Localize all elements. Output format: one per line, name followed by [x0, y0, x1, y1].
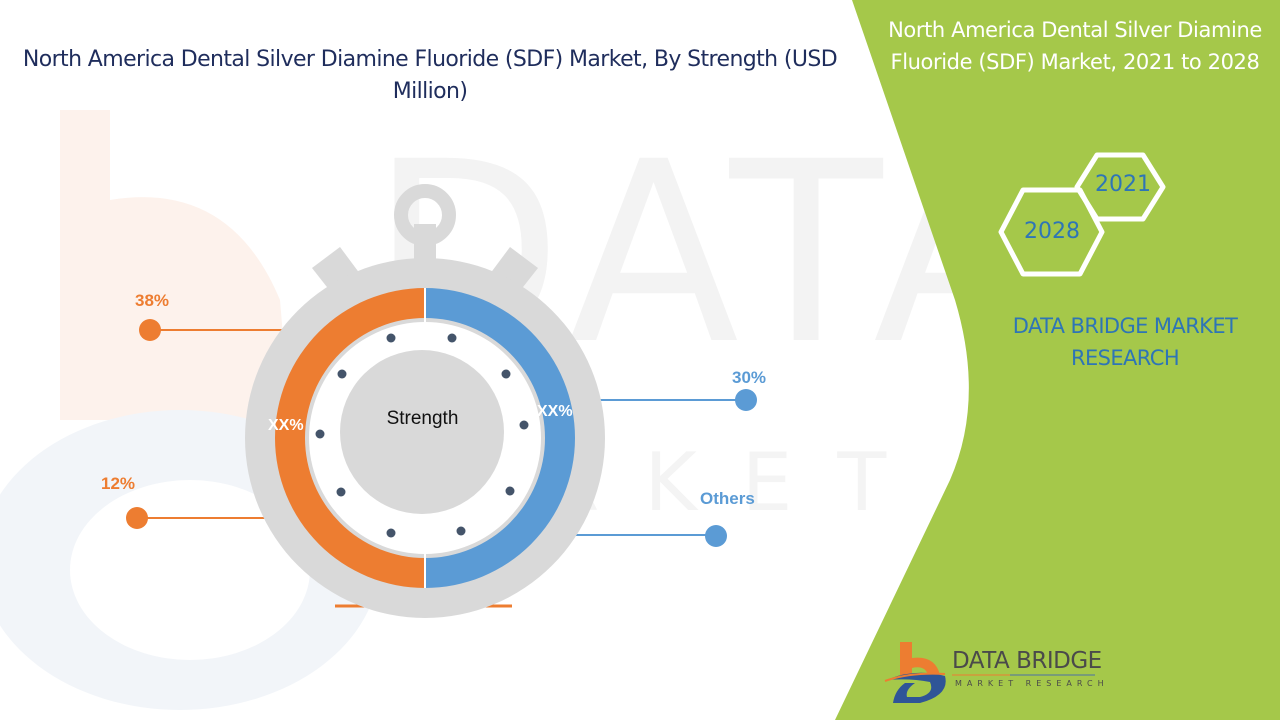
- callout-label-38: 38%: [135, 291, 170, 310]
- callout-dot-others: [705, 525, 727, 547]
- hexagon-2028-icon: [998, 187, 1105, 277]
- ring-label-blue: XX%: [537, 403, 573, 420]
- callout-label-30: 30%: [732, 368, 767, 387]
- hexagon-2028-label: 2028: [1024, 219, 1080, 244]
- side-panel-title: North America Dental Silver Diamine Fluo…: [888, 18, 1262, 74]
- brand-text: DATA BRIDGE MARKET RESEARCH: [1012, 314, 1238, 370]
- hexagon-2021-label: 2021: [1095, 172, 1151, 197]
- ring-segment-blue: [425, 288, 575, 588]
- center-label: Strength: [386, 408, 459, 429]
- callout-dot-30: [735, 389, 757, 411]
- callout-dot-38: [139, 319, 161, 341]
- logo-subtitle: MARKET RESEARCH: [955, 679, 1109, 688]
- data-bridge-logo-icon: [884, 642, 946, 703]
- tick-dots: [315, 333, 529, 538]
- center-disc: [340, 350, 504, 514]
- callout-dot-12: [126, 507, 148, 529]
- callout-label-12: 12%: [101, 474, 136, 493]
- callout-label-others: Others: [700, 489, 755, 508]
- ring-segment-orange: [275, 288, 425, 588]
- chart-title: North America Dental Silver Diamine Fluo…: [22, 47, 838, 104]
- hexagon-2021-icon: [1074, 152, 1166, 222]
- ring-label-orange: XX%: [268, 417, 304, 434]
- logo-name: DATA BRIDGE: [952, 648, 1102, 674]
